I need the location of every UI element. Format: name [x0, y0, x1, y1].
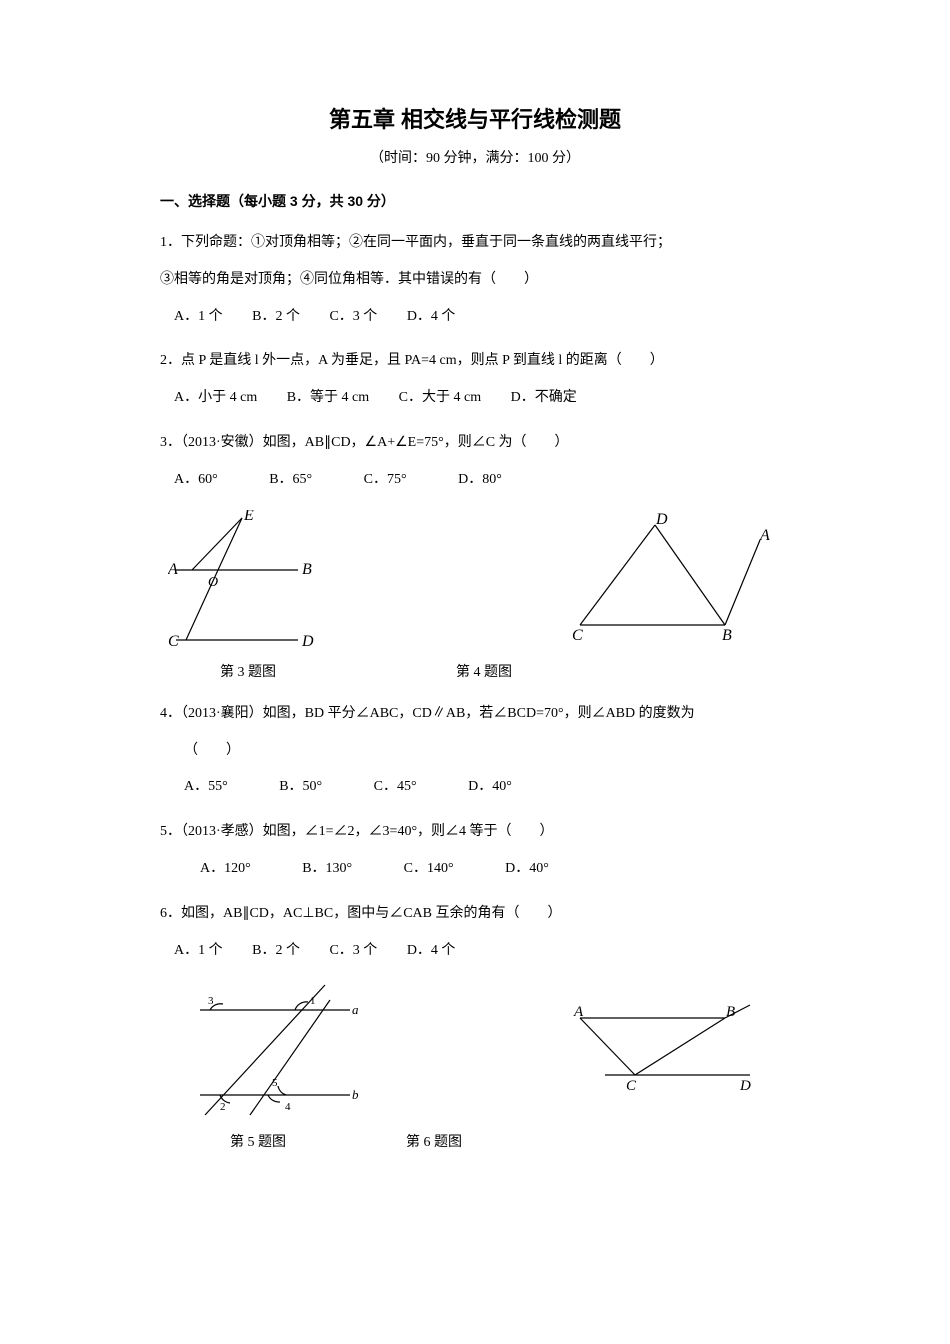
svg-text:D: D — [739, 1078, 751, 1090]
svg-text:B: B — [726, 1004, 735, 1020]
svg-text:E: E — [243, 510, 254, 524]
q2-opt-c: C．大于 4 cm — [399, 383, 481, 414]
question-2: 2．点 P 是直线 l 外一点，A 为垂足，且 PA=4 cm，则点 P 到直线… — [160, 346, 790, 414]
q1-opt-b: B．2 个 — [252, 302, 300, 333]
svg-text:5: 5 — [272, 1077, 278, 1089]
svg-text:a: a — [352, 1002, 359, 1017]
figure-row-2: a b 1 3 2 4 5 A B C D — [190, 980, 790, 1120]
q5-text: 5．（2013·孝感）如图，∠1=∠2，∠3=40°，则∠4 等于（ ） — [160, 817, 790, 848]
q2-opt-d: D．不确定 — [511, 383, 577, 414]
svg-text:A: A — [573, 1004, 584, 1020]
q1-opt-d: D．4 个 — [407, 302, 456, 333]
svg-text:C: C — [168, 633, 179, 650]
q4-line2: （ ） — [184, 736, 790, 767]
svg-text:3: 3 — [208, 995, 214, 1007]
svg-text:b: b — [352, 1087, 359, 1102]
fig5-caption: 第 5 题图 — [230, 1130, 286, 1155]
fig3-caption: 第 3 题图 — [220, 660, 276, 685]
svg-text:4: 4 — [285, 1101, 291, 1113]
q5-opt-a: A．120° — [200, 854, 251, 885]
q3-opt-d: D．80° — [458, 465, 502, 496]
page-title: 第五章 相交线与平行线检测题 — [160, 100, 790, 140]
q4-opt-a: A．55° — [184, 772, 228, 803]
q5-opt-b: B．130° — [302, 854, 352, 885]
q4-opt-d: D．40° — [468, 772, 512, 803]
fig6-caption: 第 6 题图 — [406, 1130, 462, 1155]
q3-opt-a: A．60° — [174, 465, 218, 496]
figure-3: E A O B C D — [168, 510, 333, 650]
q2-opt-b: B．等于 4 cm — [287, 383, 369, 414]
figure-row-1: E A O B C D D A C B — [168, 510, 790, 650]
svg-text:B: B — [722, 627, 732, 640]
q1-options: A．1 个 B．2 个 C．3 个 D．4 个 — [174, 302, 790, 333]
q1-line2: ③相等的角是对顶角；④同位角相等．其中错误的有（ ） — [160, 265, 790, 296]
figure-6: A B C D — [560, 1000, 760, 1090]
svg-text:C: C — [572, 627, 583, 640]
question-4: 4．（2013·襄阳）如图，BD 平分∠ABC，CD∥AB，若∠BCD=70°，… — [160, 699, 790, 803]
q3-options: A．60° B．65° C．75° D．80° — [174, 465, 790, 496]
svg-text:A: A — [168, 561, 178, 578]
q1-line1: 1．下列命题：①对顶角相等；②在同一平面内，垂直于同一条直线的两直线平行； — [160, 228, 790, 259]
figure-captions-2: 第 5 题图 第 6 题图 — [160, 1130, 790, 1155]
q3-opt-b: B．65° — [269, 465, 312, 496]
question-3: 3．（2013·安徽）如图，AB∥CD，∠A+∠E=75°，则∠C 为（ ） A… — [160, 428, 790, 496]
q1-opt-a: A．1 个 — [174, 302, 223, 333]
svg-text:D: D — [301, 633, 314, 650]
q2-text: 2．点 P 是直线 l 外一点，A 为垂足，且 PA=4 cm，则点 P 到直线… — [160, 346, 790, 377]
page-subtitle: （时间：90 分钟，满分：100 分） — [160, 146, 790, 171]
svg-text:1: 1 — [310, 995, 316, 1007]
q6-options: A．1 个 B．2 个 C．3 个 D．4 个 — [174, 936, 790, 967]
section-heading: 一、选择题（每小题 3 分，共 30 分） — [160, 189, 790, 214]
svg-text:C: C — [626, 1078, 637, 1090]
q5-opt-d: D．40° — [505, 854, 549, 885]
question-5: 5．（2013·孝感）如图，∠1=∠2，∠3=40°，则∠4 等于（ ） A．1… — [160, 817, 790, 885]
q5-opt-c: C．140° — [404, 854, 454, 885]
question-6: 6．如图，AB∥CD，AC⊥BC，图中与∠CAB 互余的角有（ ） A．1 个 … — [160, 899, 790, 967]
q4-options: A．55° B．50° C．45° D．40° — [184, 772, 790, 803]
fig4-caption: 第 4 题图 — [456, 660, 512, 685]
q3-opt-c: C．75° — [364, 465, 407, 496]
figure-captions-1: 第 3 题图 第 4 题图 — [160, 660, 790, 685]
svg-text:A: A — [759, 527, 770, 544]
svg-text:O: O — [208, 575, 218, 590]
q6-opt-a: A．1 个 — [174, 936, 223, 967]
q2-options: A．小于 4 cm B．等于 4 cm C．大于 4 cm D．不确定 — [174, 383, 790, 414]
q5-options: A．120° B．130° C．140° D．40° — [200, 854, 790, 885]
svg-text:D: D — [655, 511, 668, 528]
svg-text:B: B — [302, 561, 312, 578]
q6-text: 6．如图，AB∥CD，AC⊥BC，图中与∠CAB 互余的角有（ ） — [160, 899, 790, 930]
q6-opt-d: D．4 个 — [407, 936, 456, 967]
q4-opt-b: B．50° — [279, 772, 322, 803]
svg-text:2: 2 — [220, 1101, 226, 1113]
q4-opt-c: C．45° — [374, 772, 417, 803]
q1-opt-c: C．3 个 — [329, 302, 377, 333]
q2-opt-a: A．小于 4 cm — [174, 383, 257, 414]
q4-line1: 4．（2013·襄阳）如图，BD 平分∠ABC，CD∥AB，若∠BCD=70°，… — [160, 699, 790, 730]
q6-opt-b: B．2 个 — [252, 936, 300, 967]
question-1: 1．下列命题：①对顶角相等；②在同一平面内，垂直于同一条直线的两直线平行； ③相… — [160, 228, 790, 332]
figure-4: D A C B — [560, 510, 770, 640]
figure-5: a b 1 3 2 4 5 — [190, 980, 370, 1120]
q3-text: 3．（2013·安徽）如图，AB∥CD，∠A+∠E=75°，则∠C 为（ ） — [160, 428, 790, 459]
q6-opt-c: C．3 个 — [329, 936, 377, 967]
